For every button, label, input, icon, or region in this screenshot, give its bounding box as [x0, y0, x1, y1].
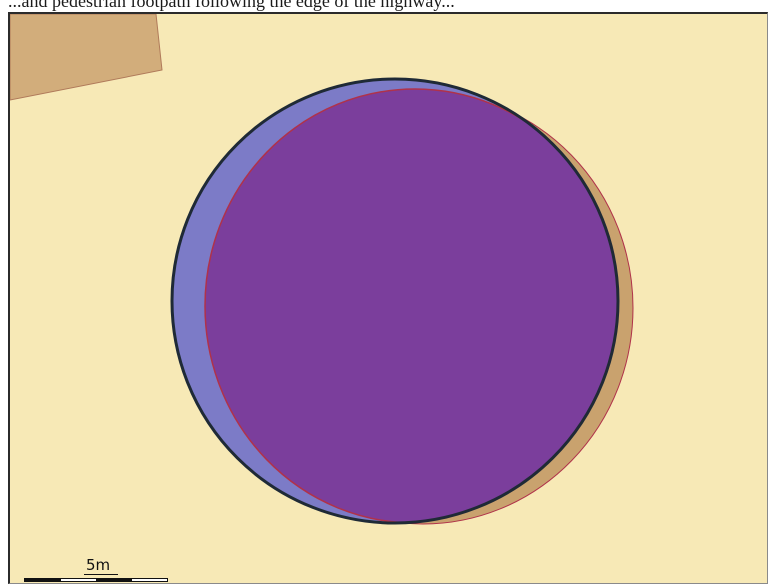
- scalebar-segment: [60, 579, 96, 581]
- scalebar-label-underline: [84, 574, 118, 575]
- proposed-circle[interactable]: [204, 88, 625, 523]
- scalebar: 5m: [22, 556, 172, 583]
- map-canvas[interactable]: [10, 14, 768, 584]
- caption-strip: ...and pedestrian footpath following the…: [0, 0, 771, 14]
- scalebar-label: 5m: [86, 556, 111, 574]
- scalebar-segment: [25, 579, 61, 581]
- caption-text: ...and pedestrian footpath following the…: [8, 0, 455, 11]
- scalebar-bar: [24, 578, 168, 582]
- existing-circle-outline: [170, 77, 620, 525]
- map-frame[interactable]: 5m: [8, 12, 768, 584]
- building-parcel[interactable]: [10, 14, 163, 101]
- scalebar-segment: [131, 579, 167, 581]
- scalebar-segment: [96, 579, 132, 581]
